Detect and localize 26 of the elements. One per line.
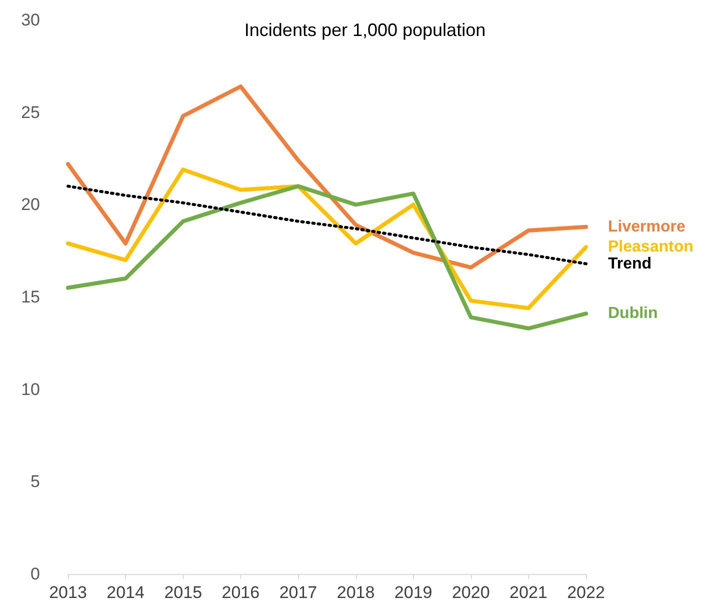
line-series <box>66 84 588 270</box>
series-label: Pleasanton <box>608 238 694 256</box>
y-tick-label: 20 <box>21 195 40 214</box>
y-tick-label: 10 <box>21 380 40 399</box>
series-label: Trend <box>608 255 652 272</box>
y-tick-label: 15 <box>21 288 40 306</box>
x-tick-label: 2022 <box>567 583 605 602</box>
x-tick-label: 2021 <box>510 583 548 602</box>
series-label: Dublin <box>608 305 658 322</box>
line-series <box>66 184 588 330</box>
x-tick-label: 2018 <box>336 583 375 602</box>
line-series <box>66 168 588 310</box>
series-label: Livermore <box>608 218 686 236</box>
chart-title: Incidents per 1,000 population <box>244 20 486 40</box>
x-tick-label: 2013 <box>49 583 87 602</box>
x-tick-label: 2015 <box>164 583 202 602</box>
y-tick-label: 25 <box>21 102 40 122</box>
y-tick-label: 0 <box>30 564 40 584</box>
x-tick-label: 2017 <box>279 583 318 602</box>
x-tick-label: 2016 <box>222 583 260 602</box>
x-tick-label: 2020 <box>452 583 490 602</box>
line-series <box>66 184 588 266</box>
x-tick-label: 2019 <box>394 583 432 602</box>
y-tick-label: 30 <box>21 10 40 30</box>
y-tick-label: 5 <box>30 472 40 492</box>
x-tick-label: 2014 <box>106 583 144 602</box>
